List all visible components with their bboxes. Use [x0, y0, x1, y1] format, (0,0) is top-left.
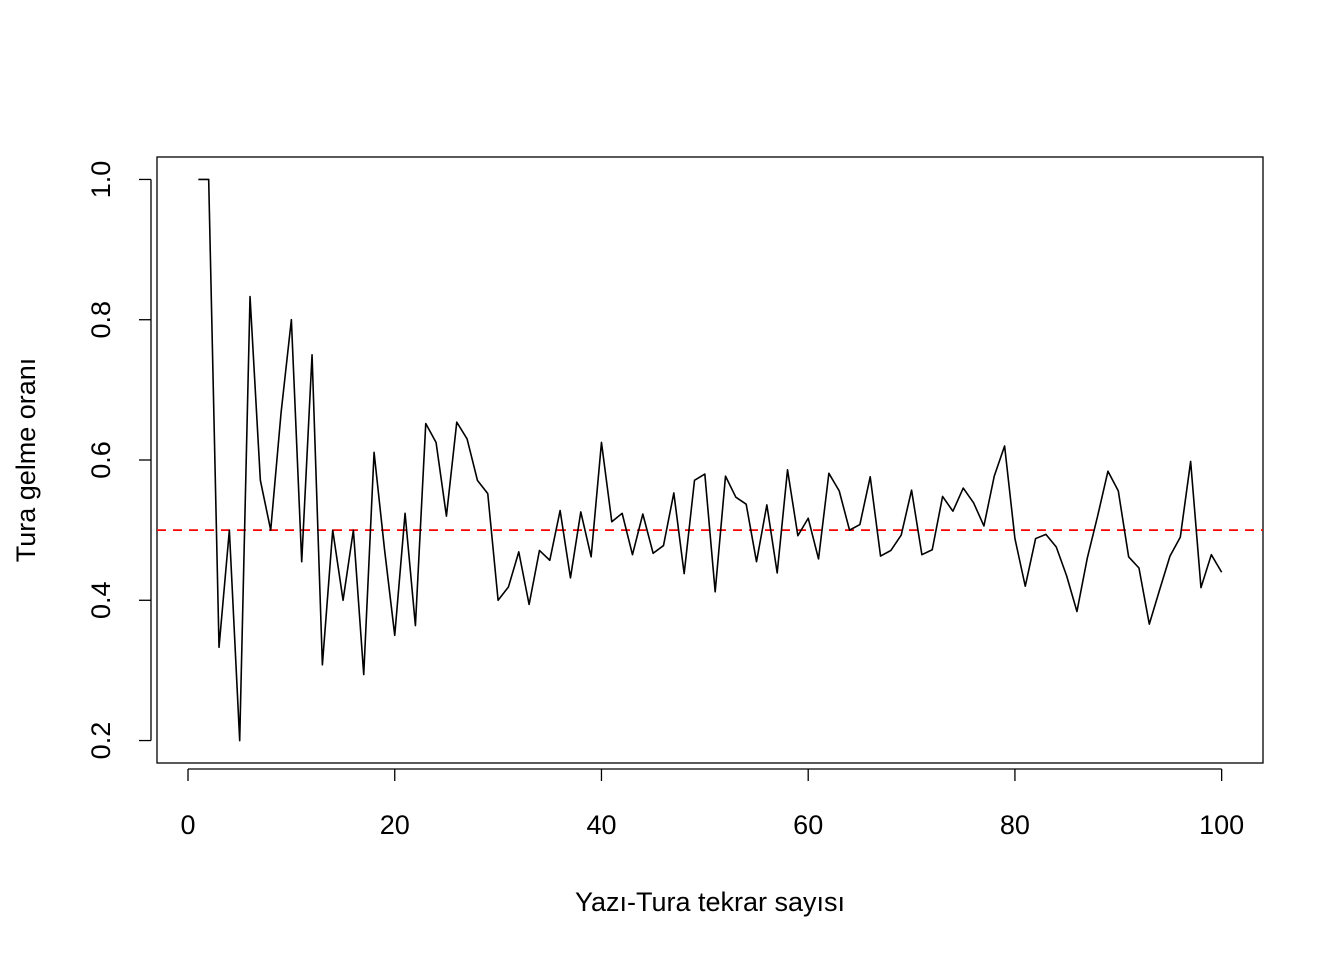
y-tick-label: 1.0 — [86, 161, 116, 199]
y-axis-title: Tura gelme oranı — [11, 358, 41, 563]
y-axis: 0.2 0.4 0.6 0.8 1.0 — [86, 161, 152, 760]
y-tick-label: 0.4 — [86, 582, 116, 620]
y-tick-label: 0.8 — [86, 301, 116, 339]
x-axis-title: Yazı-Tura tekrar sayısı — [575, 887, 845, 917]
y-tick-label: 0.2 — [86, 722, 116, 760]
x-tick-label: 40 — [586, 810, 616, 840]
x-tick-label: 80 — [1000, 810, 1030, 840]
x-tick-label: 20 — [380, 810, 410, 840]
series-layer — [198, 178, 1223, 742]
x-tick-label: 0 — [180, 810, 195, 840]
y-tick-label: 0.6 — [86, 441, 116, 479]
series-line — [198, 178, 1223, 742]
x-tick-label: 100 — [1199, 810, 1244, 840]
x-axis: 0 20 40 60 80 100 — [180, 768, 1244, 840]
x-tick-label: 60 — [793, 810, 823, 840]
plot-frame — [156, 156, 1264, 764]
